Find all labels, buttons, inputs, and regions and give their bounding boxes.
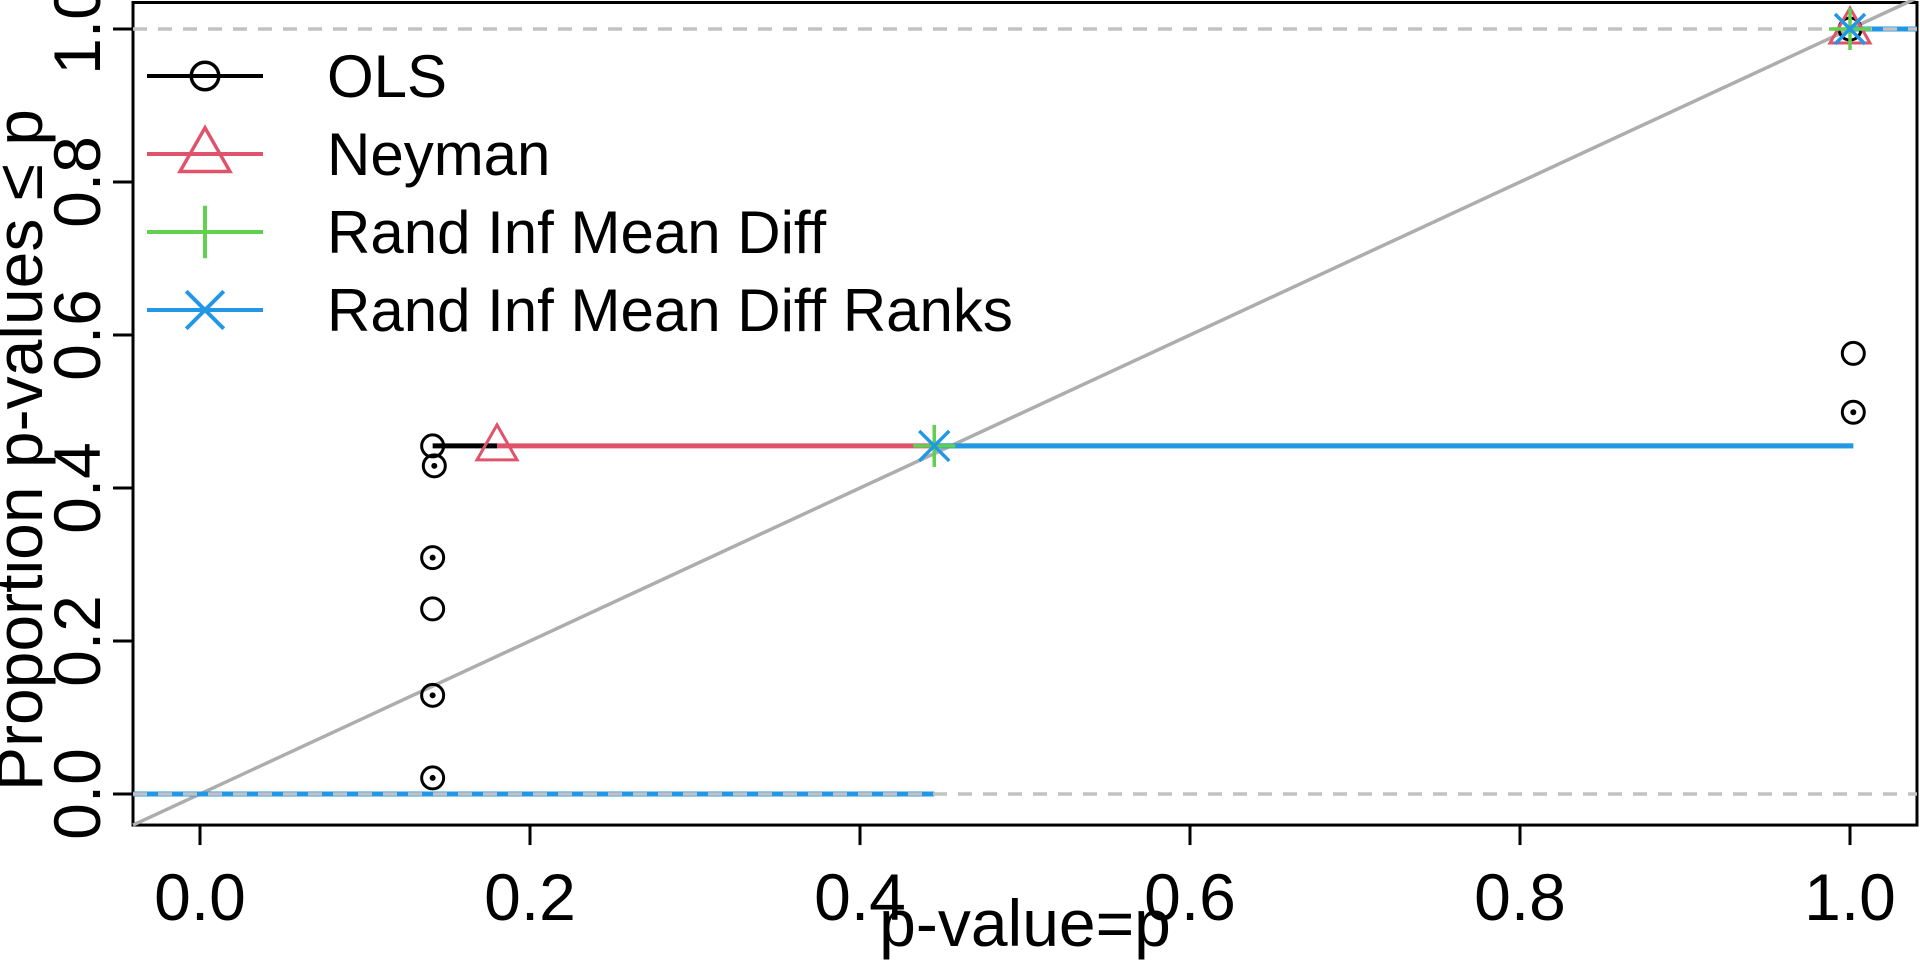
legend-label: Rand Inf Mean Diff bbox=[327, 199, 826, 266]
x-tick-label: 0.2 bbox=[484, 860, 576, 934]
ols-circle-icon bbox=[420, 682, 446, 708]
ols-circle-icon bbox=[1840, 340, 1866, 366]
center-dot bbox=[431, 462, 438, 469]
x-tick-label: 0.8 bbox=[1474, 860, 1566, 934]
y-axis-label: Proportion p-values ≤ p bbox=[0, 109, 56, 791]
identity-line bbox=[132, 0, 1917, 827]
legend-plus-icon bbox=[178, 205, 232, 259]
neyman-triangle-icon bbox=[474, 421, 520, 462]
x-axis-label: p-value=p bbox=[879, 886, 1171, 960]
legend-item: Neyman bbox=[147, 121, 550, 188]
ols-circle-icon bbox=[420, 765, 446, 791]
legend-circle-icon bbox=[189, 60, 221, 92]
ols-circle-icon bbox=[420, 433, 446, 459]
series-markers bbox=[420, 4, 1873, 791]
legend-triangle-icon bbox=[177, 124, 233, 174]
ols-circle-icon bbox=[1840, 399, 1866, 425]
ols-circle-icon bbox=[421, 453, 447, 479]
legend-label: OLS bbox=[327, 43, 447, 110]
legend-item: OLS bbox=[147, 43, 447, 110]
legend-label: Neyman bbox=[327, 121, 550, 188]
center-dot bbox=[429, 774, 436, 781]
plot-box bbox=[131, 1, 1919, 827]
x-tick-label: 0.0 bbox=[154, 860, 246, 934]
y-tick-label: 0.8 bbox=[40, 136, 114, 228]
center-dot bbox=[429, 692, 436, 699]
legend-label: Rand Inf Mean Diff Ranks bbox=[327, 277, 1013, 344]
axes: 0.0 0.2 0.4 0.6 0.8 1.0 0.0 0.2 0.4 0.6 0.8 1.0 bbox=[40, 0, 1896, 934]
center-dot bbox=[1850, 409, 1857, 416]
rand-inf-mean-diff-ranks-x-icon bbox=[918, 429, 951, 463]
x-tick-label: 1.0 bbox=[1804, 860, 1896, 934]
center-dot bbox=[429, 554, 436, 561]
y-tick-label: 1.0 bbox=[40, 0, 114, 75]
x-tick-label: 0.6 bbox=[1144, 860, 1236, 934]
legend: OLS Neyman Rand Inf Mean Diff Rand Inf Mean… bbox=[147, 43, 1013, 344]
ols-circle-icon bbox=[420, 596, 446, 622]
y-tick-label: 0.4 bbox=[40, 442, 114, 534]
legend-x-icon bbox=[184, 289, 226, 331]
y-tick-label: 0.0 bbox=[40, 748, 114, 840]
legend-item: Rand Inf Mean Diff Ranks bbox=[147, 277, 1013, 344]
rand-inf-mean-diff-ranks-x-icon bbox=[1833, 12, 1867, 46]
y-tick-label: 0.6 bbox=[40, 289, 114, 381]
y-tick-label: 0.2 bbox=[40, 595, 114, 687]
legend-item: Rand Inf Mean Diff bbox=[147, 199, 826, 266]
ols-circle-icon bbox=[420, 545, 446, 571]
x-tick-label: 0.4 bbox=[814, 860, 906, 934]
